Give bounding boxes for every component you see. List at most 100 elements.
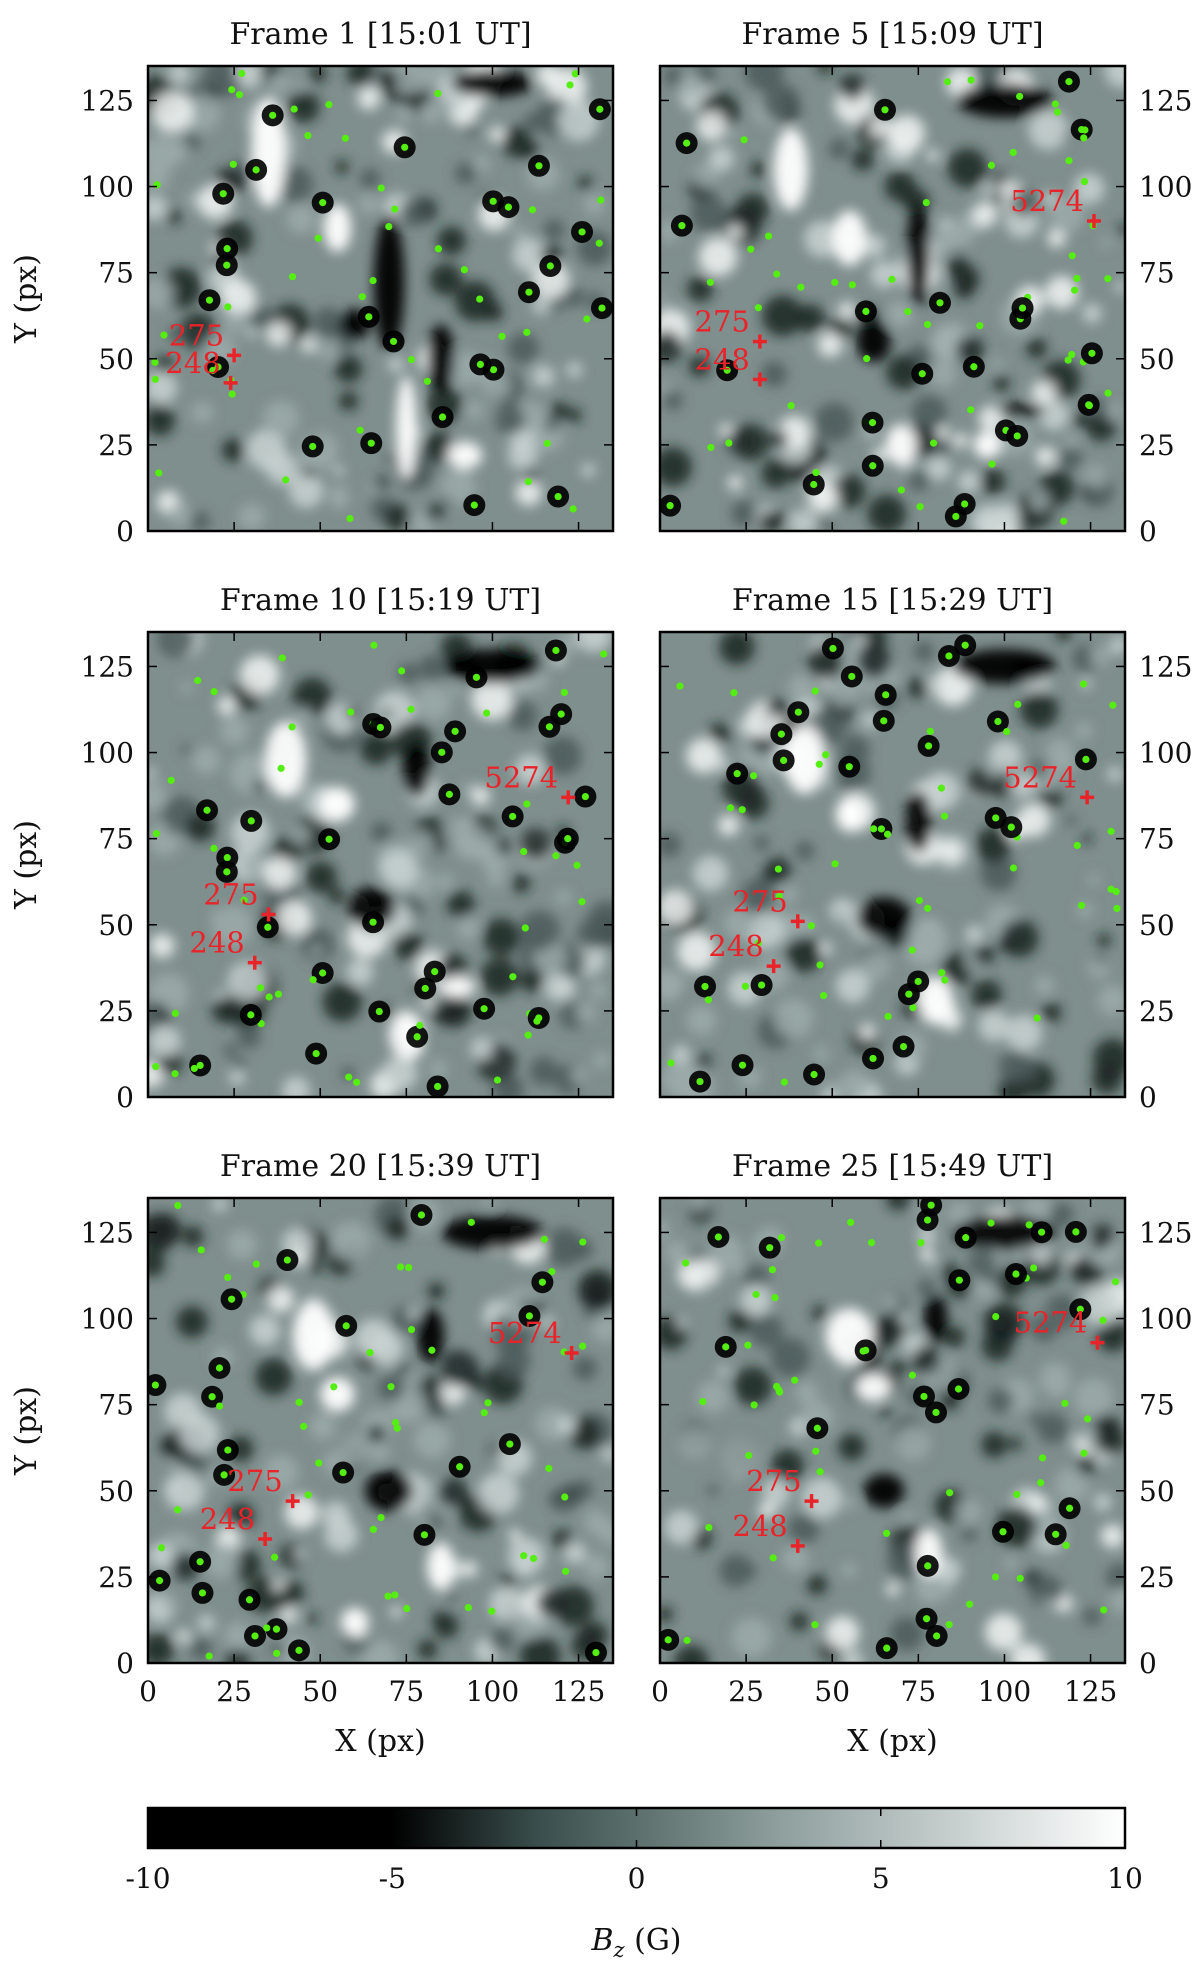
field-blob bbox=[879, 1405, 892, 1418]
y-tick-label: 0 bbox=[1139, 1647, 1157, 1680]
feature-point bbox=[816, 961, 824, 969]
field-blob bbox=[180, 744, 192, 755]
feature-point bbox=[725, 439, 733, 447]
field-blob bbox=[211, 905, 253, 947]
feature-point bbox=[377, 184, 385, 192]
field-blob bbox=[1076, 1455, 1097, 1476]
field-blob bbox=[168, 326, 186, 344]
feature-point bbox=[223, 245, 231, 253]
field-blob bbox=[728, 1309, 752, 1333]
positive-flux-region bbox=[440, 976, 476, 998]
field-blob bbox=[660, 1220, 671, 1239]
field-blob bbox=[155, 1003, 168, 1016]
feature-point bbox=[991, 1573, 1000, 1581]
field-blob bbox=[263, 460, 276, 473]
field-blob bbox=[678, 1426, 710, 1458]
field-blob bbox=[742, 1264, 770, 1292]
field-blob bbox=[787, 674, 816, 702]
feature-point bbox=[205, 296, 214, 304]
feature-point bbox=[814, 1239, 823, 1247]
feature-point bbox=[999, 1528, 1007, 1536]
feature-point bbox=[171, 1070, 179, 1078]
field-blob bbox=[886, 1198, 910, 1211]
field-blob bbox=[519, 1636, 561, 1663]
field-blob bbox=[761, 458, 792, 489]
field-blob bbox=[543, 219, 565, 241]
field-blob bbox=[732, 423, 769, 461]
feature-point bbox=[937, 784, 946, 792]
y-tick-label: 25 bbox=[1139, 1561, 1175, 1594]
negative-flux-region bbox=[365, 1470, 414, 1512]
feature-point bbox=[768, 1266, 777, 1274]
positive-flux-region bbox=[340, 1607, 369, 1636]
feature-points bbox=[667, 634, 1121, 1093]
feature-point bbox=[754, 939, 762, 947]
feature-point bbox=[812, 468, 820, 477]
field-blob bbox=[191, 401, 214, 424]
positive-flux-region bbox=[292, 1301, 335, 1371]
feature-point bbox=[829, 644, 837, 653]
feature-point bbox=[1018, 304, 1027, 312]
field-blob bbox=[761, 870, 774, 883]
field-blob bbox=[674, 1645, 709, 1663]
field-blob bbox=[676, 1317, 687, 1329]
feature-point bbox=[451, 727, 459, 735]
field-blob bbox=[692, 855, 729, 892]
field-blob bbox=[1106, 766, 1123, 783]
positive-flux-region bbox=[835, 797, 864, 832]
feature-point bbox=[578, 228, 586, 236]
positive-flux-region bbox=[918, 976, 953, 1025]
field-blob bbox=[1087, 873, 1101, 886]
field-blob bbox=[812, 1305, 828, 1321]
feature-point bbox=[775, 1388, 784, 1396]
field-blob bbox=[727, 224, 743, 240]
feature-point bbox=[270, 1553, 279, 1561]
field-blob bbox=[454, 823, 490, 860]
marker-label: 248 bbox=[189, 926, 244, 960]
feature-point bbox=[987, 161, 996, 169]
feature-point bbox=[151, 358, 159, 366]
field-blob bbox=[1082, 1607, 1102, 1627]
field-blob bbox=[237, 1025, 261, 1049]
feature-point bbox=[345, 1073, 353, 1081]
field-blob bbox=[288, 473, 324, 509]
feature-point bbox=[391, 205, 399, 213]
field-blob bbox=[852, 632, 867, 647]
field-blob bbox=[477, 1472, 520, 1514]
feature-point bbox=[1099, 1316, 1107, 1324]
feature-point bbox=[1100, 1606, 1108, 1614]
feature-point bbox=[667, 1059, 675, 1067]
marker-label: 5274 bbox=[488, 1316, 562, 1350]
feature-point bbox=[167, 776, 175, 784]
feature-point bbox=[407, 1325, 416, 1334]
y-axis-label: Y (px) bbox=[9, 254, 44, 344]
positive-flux-region bbox=[856, 1373, 891, 1402]
field-blob bbox=[677, 931, 717, 971]
feature-point bbox=[664, 1636, 672, 1644]
field-blob bbox=[664, 1240, 689, 1265]
feature-point bbox=[940, 812, 949, 820]
x-tick-label: 25 bbox=[216, 1675, 252, 1708]
field-blob bbox=[438, 993, 472, 1028]
field-blob bbox=[544, 416, 560, 432]
feature-point bbox=[533, 1017, 541, 1025]
field-blob bbox=[450, 683, 464, 696]
field-blob bbox=[542, 736, 582, 776]
negative-flux-region bbox=[347, 886, 396, 929]
field-blob bbox=[696, 110, 727, 141]
field-texture bbox=[148, 66, 613, 531]
field-blob bbox=[321, 1501, 350, 1530]
feature-point bbox=[705, 1523, 713, 1532]
field-blob bbox=[796, 303, 825, 333]
field-blob bbox=[286, 204, 316, 234]
feature-point bbox=[523, 328, 531, 336]
field-blob bbox=[224, 1622, 252, 1650]
panel-title: Frame 10 [15:19 UT] bbox=[220, 583, 541, 618]
field-blob bbox=[290, 824, 311, 845]
field-blob bbox=[160, 1593, 178, 1611]
field-blob bbox=[263, 856, 297, 890]
marker-label: 5274 bbox=[1014, 1306, 1088, 1340]
field-blob bbox=[382, 1055, 418, 1092]
positive-flux-region bbox=[396, 376, 417, 480]
field-blob bbox=[872, 1314, 906, 1348]
